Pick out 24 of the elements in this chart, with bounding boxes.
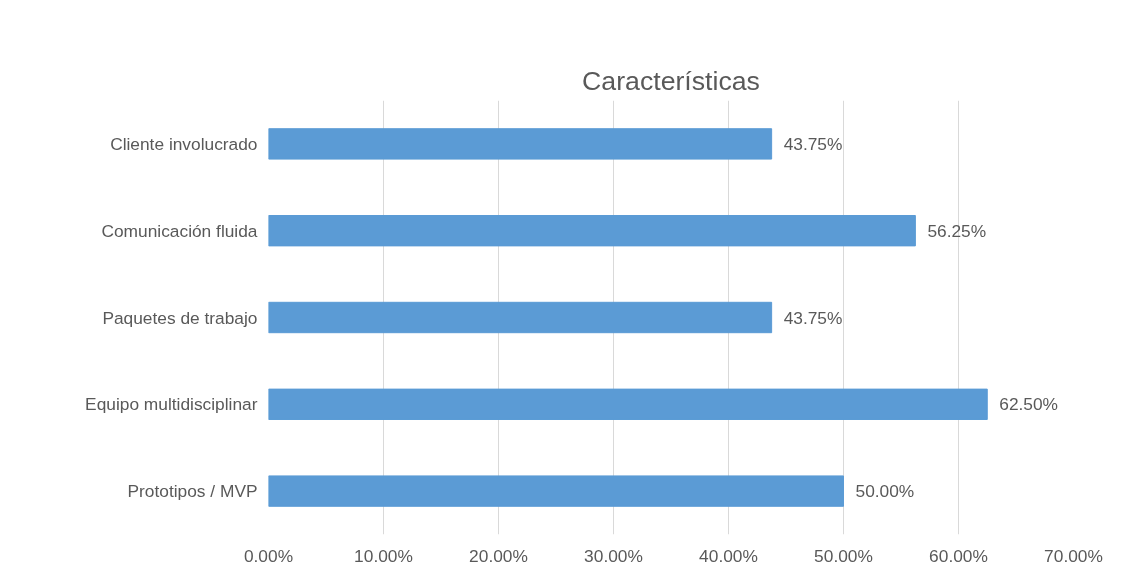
bar — [268, 128, 773, 160]
data-label: 50.00% — [855, 481, 915, 502]
x-tick-label: 40.00% — [699, 545, 758, 566]
y-tick-label: Cliente involucrado — [110, 133, 258, 154]
x-tick-label: 50.00% — [814, 545, 873, 566]
x-tick-label: 30.00% — [584, 545, 643, 566]
data-label: 62.50% — [999, 394, 1059, 415]
y-tick-label: Equipo multidisciplinar — [85, 394, 258, 415]
x-tick-label: 60.00% — [929, 545, 988, 566]
data-label: 43.75% — [783, 133, 843, 154]
x-tick-label: 0.00% — [243, 545, 294, 566]
x-tick-label: 70.00% — [1044, 545, 1103, 566]
chart-title: Características — [582, 65, 760, 96]
x-tick-label: 20.00% — [469, 545, 528, 566]
data-label: 43.75% — [783, 307, 843, 328]
bar — [268, 301, 773, 334]
data-label: 56.25% — [927, 220, 987, 241]
bar — [268, 215, 916, 247]
y-tick-label: Prototipos / MVP — [127, 481, 258, 502]
x-tick-label: 10.00% — [354, 545, 413, 566]
y-tick-label: Comunicación fluida — [101, 220, 258, 241]
y-tick-label: Paquetes de trabajo — [102, 307, 258, 328]
bar — [268, 388, 988, 420]
bar — [268, 475, 844, 507]
